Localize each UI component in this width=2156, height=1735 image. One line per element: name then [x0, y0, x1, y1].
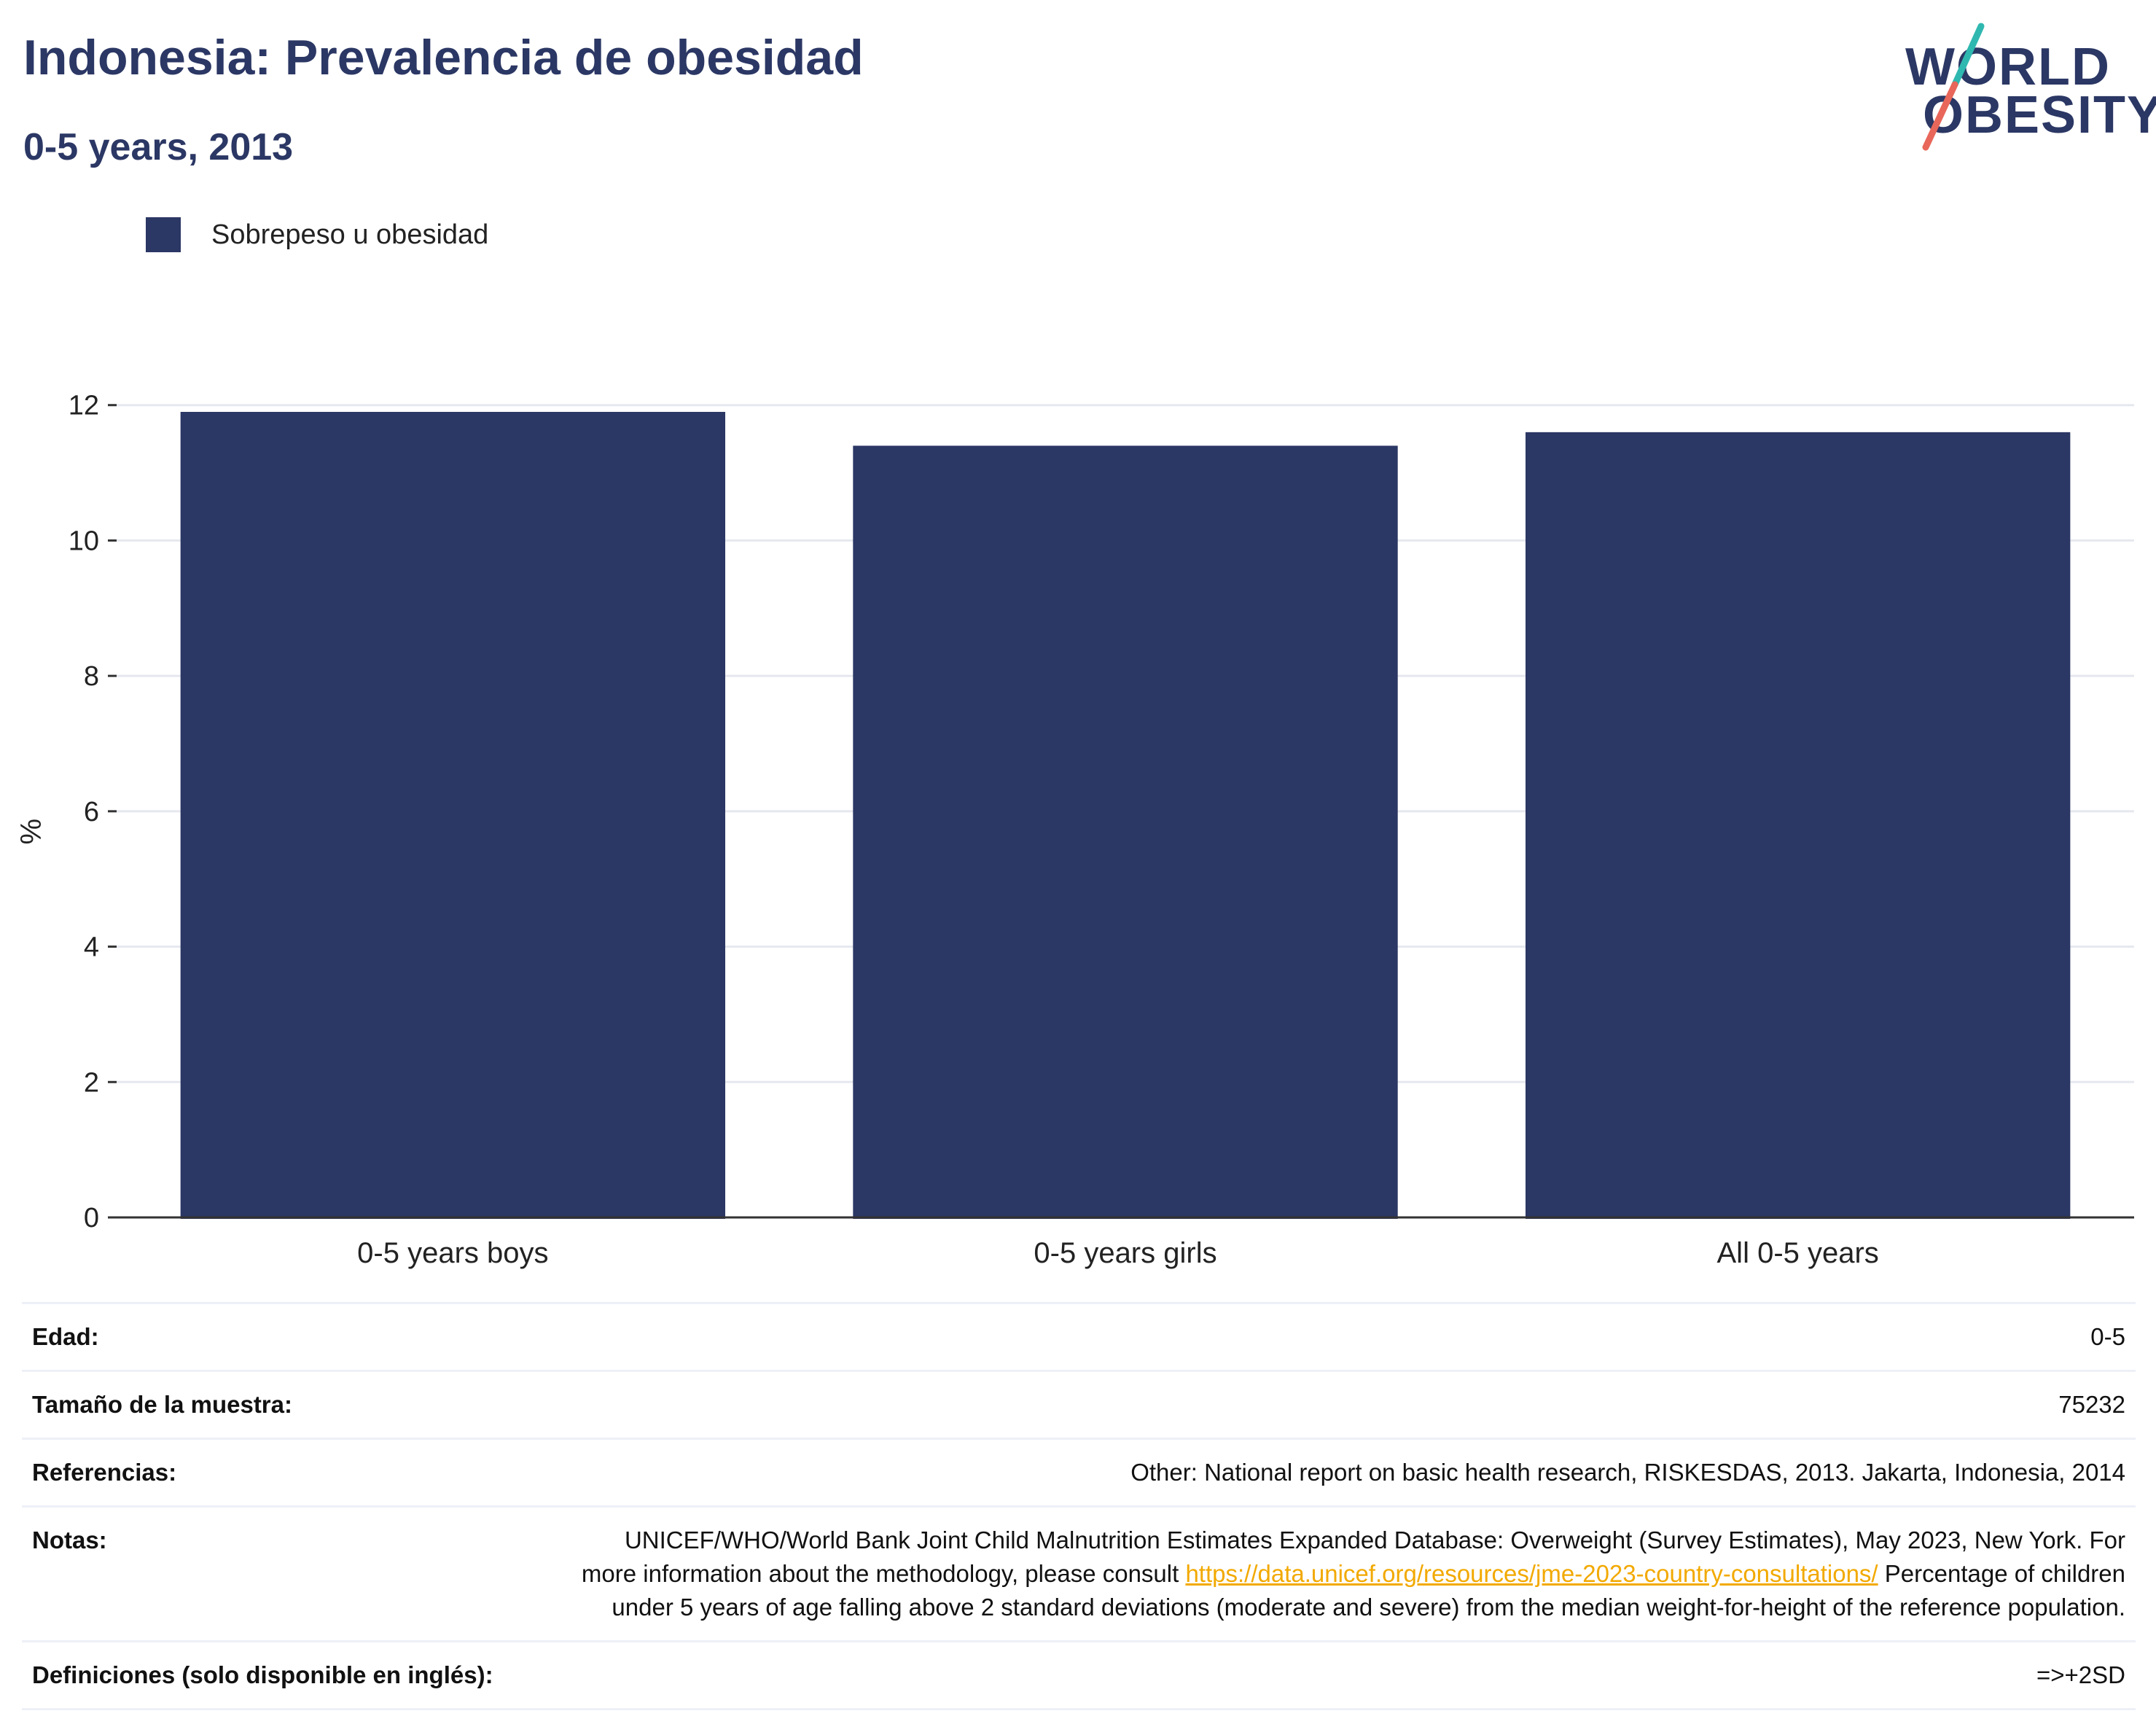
info-key: Referencias:: [32, 1459, 177, 1486]
info-row-definitions: Definiciones (solo disponible en inglés)…: [22, 1642, 2136, 1710]
info-row-references: Referencias: Other: National report on b…: [22, 1440, 2136, 1508]
bar: [180, 412, 726, 1219]
info-value: 75232: [2058, 1391, 2125, 1418]
y-tick-label: 12: [69, 391, 99, 421]
info-row-age: Edad: 0-5: [22, 1304, 2136, 1372]
y-tick-label: 6: [84, 797, 99, 827]
notes-text: UNICEF/WHO/World Bank Joint Child Malnut…: [580, 1524, 2125, 1624]
methodology-link[interactable]: https://data.unicef.org/resources/jme-20…: [1185, 1560, 1878, 1587]
info-key: Edad:: [32, 1323, 99, 1350]
bar-chart: 0 2 4 6 8 10 12% 0-5 years boys 0-5 years girls A…: [15, 391, 2134, 1269]
x-tick-label: All 0-5 years: [1717, 1237, 1879, 1269]
info-value: =>+2SD: [2036, 1661, 2125, 1688]
info-key: Notas:: [32, 1527, 107, 1553]
y-tick-label: 0: [84, 1203, 99, 1233]
info-value: Other: National report on basic health r…: [1130, 1459, 2125, 1486]
chart-legend[interactable]: Sobrepeso u obesidad: [146, 216, 488, 254]
notes-text-after: Percentage of children under 5 years of …: [612, 1560, 2125, 1621]
legend-swatch: [146, 217, 181, 252]
y-tick-label: 4: [84, 932, 99, 963]
y-tick-label: 10: [69, 526, 99, 556]
page-subtitle: 0-5 years, 2013: [23, 126, 294, 168]
x-tick-label: 0-5 years boys: [357, 1237, 548, 1269]
legend-label: Sobrepeso u obesidad: [211, 219, 489, 250]
bar: [853, 445, 1398, 1219]
info-row-notes: Notas: UNICEF/WHO/World Bank Joint Child…: [22, 1508, 2136, 1642]
y-tick-label: 2: [84, 1067, 99, 1098]
info-table: Edad: 0-5 Tamaño de la muestra: 75232 Re…: [22, 1302, 2136, 1710]
info-row-sample-size: Tamaño de la muestra: 75232: [22, 1372, 2136, 1440]
logo-word-world: WORLD: [1905, 38, 2111, 96]
bar: [1525, 432, 2071, 1219]
info-key: Tamaño de la muestra:: [32, 1391, 292, 1418]
x-tick-label: 0-5 years girls: [1034, 1237, 1216, 1269]
y-axis-label: %: [15, 819, 47, 845]
world-obesity-logo: WORLD OBESITY: [1902, 22, 2156, 153]
info-key: Definiciones (solo disponible en inglés)…: [32, 1661, 493, 1688]
info-value: 0-5: [2090, 1323, 2125, 1350]
notes-text-before: UNICEF/WHO/World Bank Joint Child Malnut…: [581, 1527, 2125, 1587]
logo-slash-icon: [1922, 23, 1985, 151]
logo-word-obesity: OBESITY: [1923, 86, 2156, 144]
page-title: Indonesia: Prevalencia de obesidad: [23, 30, 864, 85]
y-tick-label: 8: [84, 661, 99, 692]
